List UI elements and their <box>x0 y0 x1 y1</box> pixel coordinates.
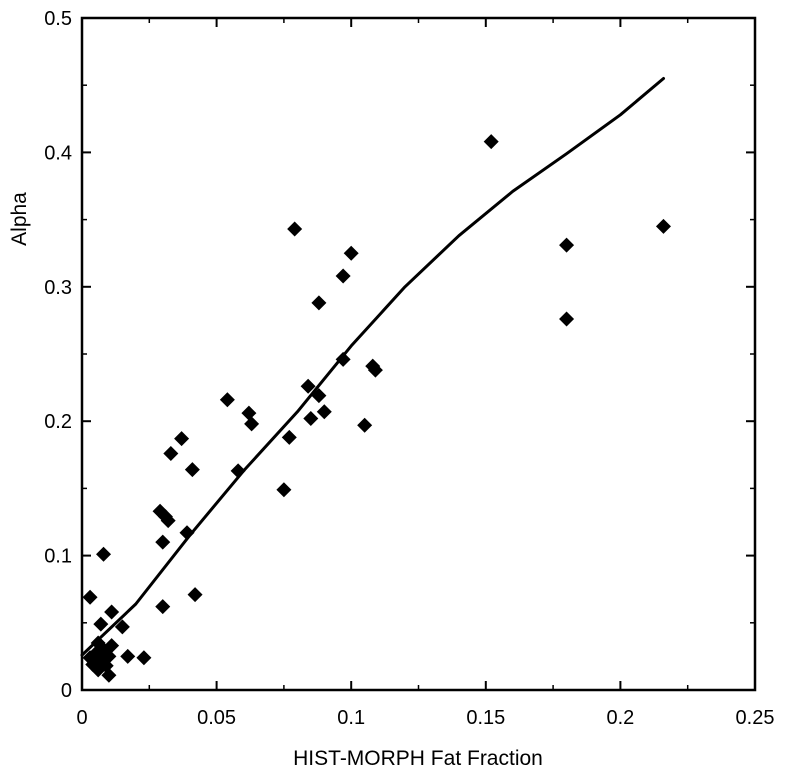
data-point <box>559 237 575 253</box>
y-tick-label: 0 <box>61 680 72 702</box>
data-point <box>160 513 176 529</box>
data-point <box>184 462 200 478</box>
data-point <box>244 416 260 432</box>
data-point <box>483 134 499 150</box>
x-tick-label: 0.1 <box>337 707 365 729</box>
data-point <box>367 362 383 378</box>
data-point <box>104 638 120 654</box>
data-point <box>96 546 112 562</box>
data-point <box>335 268 351 284</box>
data-point <box>136 650 152 666</box>
x-axis-title: HIST-MORPH Fat Fraction <box>293 747 543 770</box>
data-point <box>219 392 235 408</box>
data-point <box>300 378 316 394</box>
fit-curve-line <box>80 77 665 657</box>
x-tick-label: 0.25 <box>736 707 775 729</box>
data-point <box>114 619 130 635</box>
data-point <box>559 311 575 327</box>
data-point <box>155 599 171 615</box>
data-point <box>357 417 373 433</box>
y-tick-label: 0.3 <box>44 277 72 299</box>
x-tick-label: 0.15 <box>466 707 505 729</box>
data-point <box>316 404 332 420</box>
data-point <box>343 245 359 261</box>
data-point <box>230 463 246 479</box>
y-tick-label: 0.2 <box>44 411 72 433</box>
data-point <box>311 295 327 311</box>
x-tick-label: 0.05 <box>197 707 236 729</box>
x-tick-label: 0 <box>76 707 87 729</box>
data-point <box>276 482 292 498</box>
data-point <box>335 351 351 367</box>
data-point <box>303 411 319 427</box>
data-point <box>179 525 195 541</box>
data-point <box>155 534 171 550</box>
data-point <box>187 587 203 603</box>
data-point <box>174 431 190 447</box>
data-point <box>281 429 297 445</box>
y-tick-label: 0.5 <box>44 8 72 30</box>
data-point <box>241 405 257 421</box>
data-point <box>311 388 327 404</box>
data-point <box>120 648 136 664</box>
data-point <box>287 221 303 237</box>
y-tick-label: 0.1 <box>44 546 72 568</box>
y-tick-label: 0.4 <box>44 142 72 164</box>
data-point <box>93 616 109 632</box>
data-point <box>82 589 98 605</box>
data-point <box>101 667 117 683</box>
data-point <box>655 218 671 234</box>
data-point <box>101 648 117 664</box>
data-point <box>163 445 179 461</box>
data-point <box>104 604 120 620</box>
x-tick-label: 0.2 <box>606 707 634 729</box>
y-axis-title: Alpha <box>8 192 31 246</box>
